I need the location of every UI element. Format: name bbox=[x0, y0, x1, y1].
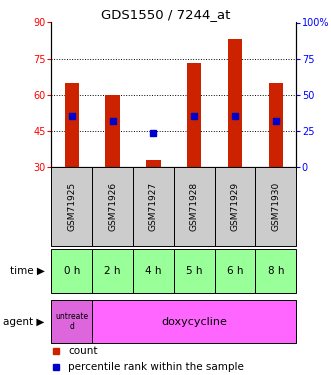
Text: GSM71928: GSM71928 bbox=[190, 182, 199, 231]
Bar bbox=[133, 167, 174, 246]
Bar bbox=[92, 300, 296, 343]
Text: time ▶: time ▶ bbox=[10, 266, 45, 276]
Text: agent ▶: agent ▶ bbox=[3, 316, 45, 327]
Text: doxycycline: doxycycline bbox=[161, 316, 227, 327]
Bar bbox=[51, 167, 92, 246]
Bar bbox=[214, 249, 256, 292]
Text: GSM71930: GSM71930 bbox=[271, 182, 280, 231]
Text: untreate
d: untreate d bbox=[55, 312, 88, 331]
Bar bbox=[269, 82, 283, 167]
Text: 0 h: 0 h bbox=[64, 266, 80, 276]
Bar bbox=[187, 63, 201, 167]
Text: 2 h: 2 h bbox=[104, 266, 121, 276]
Bar bbox=[214, 167, 256, 246]
Text: GSM71926: GSM71926 bbox=[108, 182, 117, 231]
Bar bbox=[133, 249, 174, 292]
Bar bbox=[146, 160, 161, 167]
Text: GSM71929: GSM71929 bbox=[230, 182, 240, 231]
Bar bbox=[174, 249, 214, 292]
Text: count: count bbox=[69, 346, 98, 356]
Text: 6 h: 6 h bbox=[227, 266, 243, 276]
Text: 5 h: 5 h bbox=[186, 266, 203, 276]
Text: 4 h: 4 h bbox=[145, 266, 162, 276]
Bar bbox=[51, 249, 92, 292]
Bar bbox=[228, 39, 242, 167]
Text: 8 h: 8 h bbox=[267, 266, 284, 276]
Bar bbox=[51, 300, 92, 343]
Bar bbox=[92, 167, 133, 246]
Text: GSM71927: GSM71927 bbox=[149, 182, 158, 231]
Bar bbox=[174, 167, 214, 246]
Bar bbox=[256, 167, 296, 246]
Bar bbox=[256, 249, 296, 292]
Bar bbox=[105, 94, 120, 167]
Text: percentile rank within the sample: percentile rank within the sample bbox=[69, 362, 244, 372]
Text: GSM71925: GSM71925 bbox=[67, 182, 76, 231]
Text: GDS1550 / 7244_at: GDS1550 / 7244_at bbox=[101, 8, 230, 21]
Bar bbox=[92, 249, 133, 292]
Bar bbox=[65, 82, 79, 167]
